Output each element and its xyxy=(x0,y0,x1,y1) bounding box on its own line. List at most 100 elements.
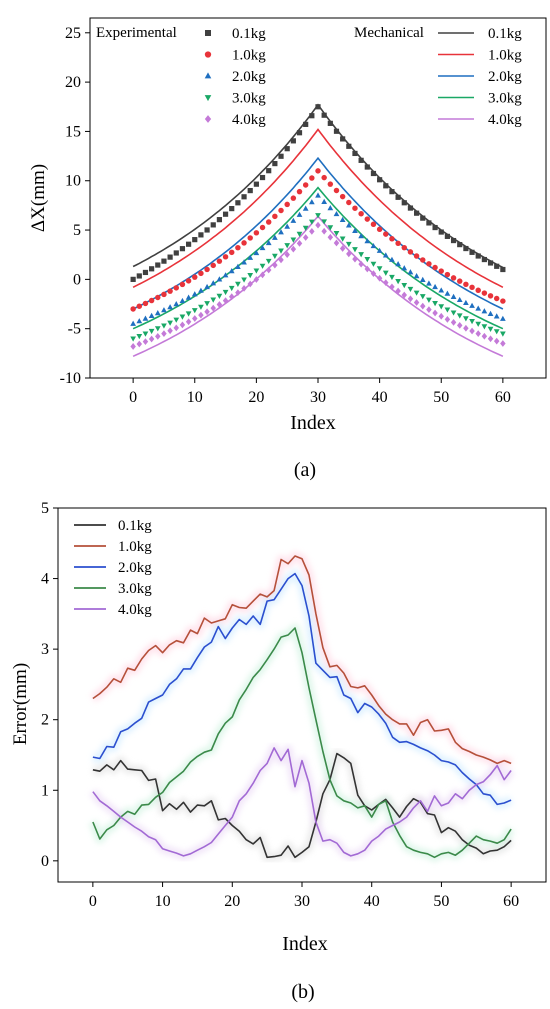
experimental-point xyxy=(284,251,290,258)
y-tick-label: 3 xyxy=(41,641,49,658)
chart-b-legend: 0.1kg 1.0kg 2.0kg 3.0kg 4.0kg xyxy=(74,518,152,618)
legend-label: 1.0kg xyxy=(118,539,152,555)
series-line xyxy=(92,752,512,859)
experimental-point xyxy=(500,331,506,337)
experimental-point xyxy=(426,280,432,286)
experimental-point xyxy=(130,343,136,350)
experimental-point xyxy=(136,273,142,279)
experimental-point xyxy=(179,246,186,252)
chart-b-axes: 0 10 20 30 40 50 60 0 1 2 3 4 5 xyxy=(41,500,519,910)
experimental-point xyxy=(321,227,327,235)
experimental-point xyxy=(346,143,352,149)
experimental-point xyxy=(198,311,204,319)
x-tick-label: 20 xyxy=(248,389,264,406)
experimental-point xyxy=(487,335,494,343)
experimental-point xyxy=(161,291,167,298)
experimental-point xyxy=(469,284,475,291)
x-tick-label: 10 xyxy=(155,893,171,910)
experimental-point xyxy=(382,252,389,258)
experimental-point xyxy=(308,199,315,205)
experimental-point xyxy=(235,200,241,206)
experimental-point xyxy=(136,318,143,324)
experimental-point xyxy=(222,272,229,278)
experimental-point xyxy=(198,232,204,238)
mechanical-line xyxy=(132,128,504,289)
experimental-point xyxy=(395,287,401,295)
experimental-point xyxy=(500,315,506,321)
experimental-point xyxy=(413,273,420,279)
experimental-point xyxy=(457,242,463,248)
experimental-point xyxy=(413,299,420,306)
panel-a-label: (a) xyxy=(294,459,316,481)
experimental-point xyxy=(130,306,136,312)
experimental-point xyxy=(130,276,136,282)
experimental-point xyxy=(185,294,192,300)
experimental-point xyxy=(259,244,266,251)
experimental-point xyxy=(444,290,451,296)
experimental-point xyxy=(228,249,235,256)
experimental-point xyxy=(321,198,328,205)
experimental-point xyxy=(290,195,297,201)
chart-a-plot-area xyxy=(130,103,506,358)
experimental-point xyxy=(216,217,223,223)
experimental-point xyxy=(253,268,260,274)
experimental-point xyxy=(395,194,401,200)
experimental-point xyxy=(265,258,272,265)
legend-experimental-marker xyxy=(205,30,211,36)
experimental-point xyxy=(383,279,389,286)
experimental-point xyxy=(167,304,173,310)
experimental-point xyxy=(272,253,278,259)
experimental-point xyxy=(278,207,284,214)
experimental-point xyxy=(333,239,340,247)
experimental-point xyxy=(216,258,223,264)
y-tick-label: 25 xyxy=(65,25,81,42)
experimental-point xyxy=(450,319,457,326)
experimental-point xyxy=(327,204,334,211)
experimental-point xyxy=(321,174,327,181)
experimental-point xyxy=(463,245,469,252)
experimental-point xyxy=(222,297,229,305)
experimental-point xyxy=(469,302,475,308)
experimental-point xyxy=(500,298,506,304)
experimental-point xyxy=(130,320,136,326)
experimental-point xyxy=(241,194,247,200)
legend-experimental-marker xyxy=(204,95,212,102)
experimental-point xyxy=(463,281,469,288)
experimental-point xyxy=(247,280,253,288)
legend-experimental-marker xyxy=(204,51,212,58)
experimental-point xyxy=(259,224,266,231)
experimental-point xyxy=(161,330,167,338)
x-tick-label: 0 xyxy=(89,893,97,910)
experimental-point xyxy=(284,146,290,152)
experimental-point xyxy=(302,234,309,241)
experimental-point xyxy=(444,307,451,313)
experimental-point xyxy=(352,247,358,253)
experimental-point xyxy=(272,261,278,269)
experimental-point xyxy=(130,336,136,342)
experimental-point xyxy=(228,285,235,292)
legend-mechanical-label: 0.1kg xyxy=(488,26,522,42)
x-tick-label: 40 xyxy=(372,389,388,406)
experimental-point xyxy=(241,277,247,283)
legend-mechanical-label: 1.0kg xyxy=(488,48,522,64)
experimental-point xyxy=(167,320,173,326)
legend-label: 2.0kg xyxy=(118,560,152,576)
experimental-point xyxy=(456,296,463,303)
experimental-point xyxy=(475,287,481,293)
experimental-point xyxy=(210,222,216,228)
experimental-point xyxy=(376,266,383,272)
experimental-point xyxy=(192,315,198,322)
legend-mechanical-label: 4.0kg xyxy=(488,112,522,128)
experimental-point xyxy=(339,216,346,222)
experimental-point xyxy=(315,192,321,198)
y-tick-label: 20 xyxy=(65,74,81,91)
experimental-point xyxy=(438,304,445,310)
experimental-point xyxy=(438,268,444,274)
experimental-point xyxy=(413,290,420,296)
y-tick-label: -5 xyxy=(68,321,81,338)
experimental-point xyxy=(309,228,315,235)
experimental-point xyxy=(179,321,186,329)
experimental-point xyxy=(364,238,371,244)
experimental-point xyxy=(339,236,346,242)
